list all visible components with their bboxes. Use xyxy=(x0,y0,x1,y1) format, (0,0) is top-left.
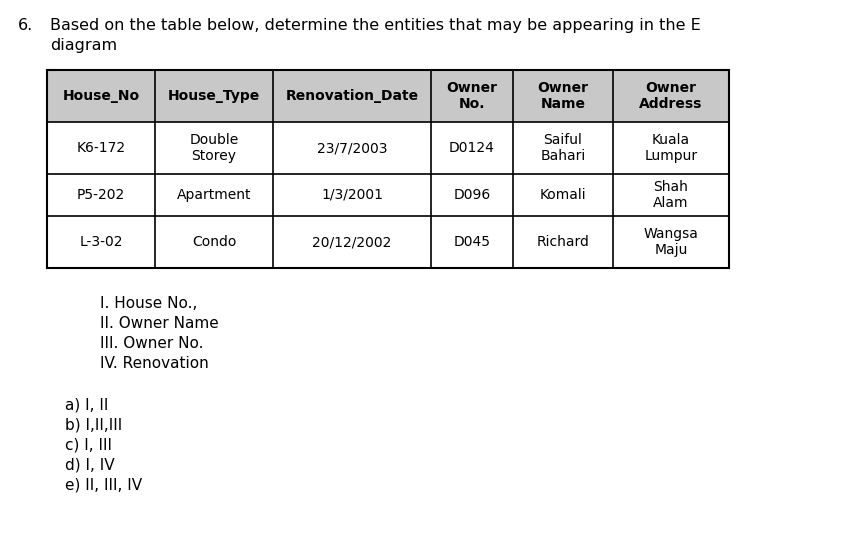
Bar xyxy=(47,216,728,268)
Text: Wangsa: Wangsa xyxy=(643,227,697,241)
Text: Saiful: Saiful xyxy=(543,133,582,147)
Bar xyxy=(47,70,728,122)
Text: c) I, III: c) I, III xyxy=(65,438,112,453)
Text: No.: No. xyxy=(458,97,485,111)
Text: House_No: House_No xyxy=(62,89,139,103)
Text: diagram: diagram xyxy=(50,38,117,53)
Text: Name: Name xyxy=(540,97,585,111)
Bar xyxy=(47,122,728,174)
Text: Shah: Shah xyxy=(653,180,688,194)
Text: L-3-02: L-3-02 xyxy=(79,235,122,249)
Text: Renovation_Date: Renovation_Date xyxy=(285,89,418,103)
Bar xyxy=(47,70,728,268)
Text: P5-202: P5-202 xyxy=(77,188,125,202)
Text: Owner: Owner xyxy=(446,81,497,95)
Text: Storey: Storey xyxy=(191,149,236,163)
Text: Alam: Alam xyxy=(653,196,688,210)
Text: Condo: Condo xyxy=(192,235,236,249)
Text: D0124: D0124 xyxy=(449,141,494,155)
Text: K6-172: K6-172 xyxy=(77,141,126,155)
Text: IV. Renovation: IV. Renovation xyxy=(100,356,208,371)
Text: a) I, II: a) I, II xyxy=(65,398,108,413)
Text: Based on the table below, determine the entities that may be appearing in the E: Based on the table below, determine the … xyxy=(50,18,700,33)
Text: Apartment: Apartment xyxy=(177,188,251,202)
Text: Double: Double xyxy=(189,133,238,147)
Text: Bahari: Bahari xyxy=(540,149,585,163)
Text: Kuala: Kuala xyxy=(651,133,690,147)
Text: 6.: 6. xyxy=(18,18,34,33)
Text: Richard: Richard xyxy=(536,235,589,249)
Text: 23/7/2003: 23/7/2003 xyxy=(316,141,387,155)
Text: Lumpur: Lumpur xyxy=(644,149,697,163)
Text: I. House No.,: I. House No., xyxy=(100,296,197,311)
Text: Maju: Maju xyxy=(653,243,687,257)
Text: House_Type: House_Type xyxy=(168,89,260,103)
Text: Address: Address xyxy=(639,97,702,111)
Bar xyxy=(47,174,728,216)
Text: b) I,II,III: b) I,II,III xyxy=(65,418,122,433)
Text: Owner: Owner xyxy=(645,81,696,95)
Text: 20/12/2002: 20/12/2002 xyxy=(312,235,391,249)
Text: III. Owner No.: III. Owner No. xyxy=(100,336,203,351)
Text: e) II, III, IV: e) II, III, IV xyxy=(65,478,142,493)
Text: II. Owner Name: II. Owner Name xyxy=(100,316,219,331)
Text: 1/3/2001: 1/3/2001 xyxy=(320,188,382,202)
Text: Owner: Owner xyxy=(537,81,588,95)
Text: Komali: Komali xyxy=(539,188,585,202)
Text: d) I, IV: d) I, IV xyxy=(65,458,115,473)
Text: D045: D045 xyxy=(453,235,490,249)
Text: D096: D096 xyxy=(453,188,490,202)
